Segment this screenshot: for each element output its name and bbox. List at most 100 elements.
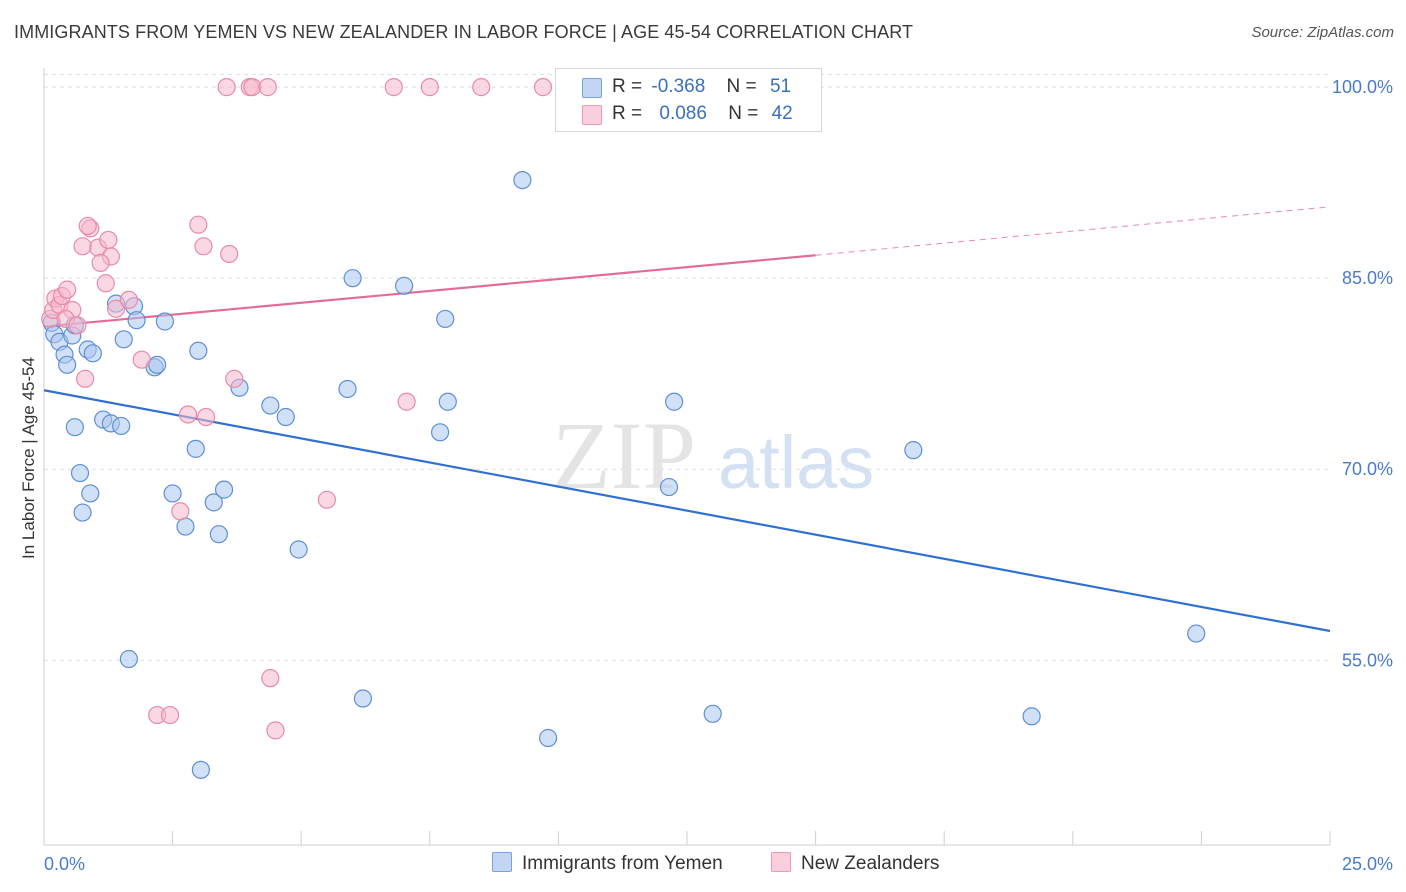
y-tick-label: 100.0%	[1332, 77, 1393, 97]
point-yemen	[513, 170, 532, 190]
point-nz	[119, 290, 138, 309]
point-yemen	[1022, 707, 1041, 726]
point-yemen	[127, 311, 146, 330]
point-yemen	[438, 392, 457, 411]
point-nz	[106, 299, 126, 318]
point-yemen	[338, 379, 357, 399]
point-nz	[258, 78, 277, 97]
point-nz	[91, 253, 110, 272]
trendline-yemen	[43, 389, 1331, 633]
point-yemen	[204, 493, 223, 512]
point-nz	[397, 392, 416, 411]
point-nz	[58, 280, 77, 299]
point-nz	[76, 369, 95, 388]
x-tick-label: 0.0%	[44, 854, 85, 874]
point-yemen	[289, 540, 308, 559]
legend-swatch-blue	[582, 78, 602, 98]
point-nz	[73, 237, 92, 256]
y-tick-label: 85.0%	[1342, 268, 1393, 288]
point-yemen	[186, 439, 205, 458]
legend-r-value: -0.368	[651, 76, 706, 97]
point-yemen	[112, 416, 131, 436]
point-nz	[160, 705, 180, 725]
point-yemen	[83, 344, 102, 363]
source-label: Source: ZipAtlas.com	[1251, 24, 1394, 41]
point-yemen	[214, 480, 234, 499]
point-yemen	[209, 525, 228, 544]
point-nz	[217, 78, 236, 97]
point-nz	[266, 721, 285, 740]
point-yemen	[276, 407, 295, 427]
point-yemen	[119, 649, 138, 669]
gridlines	[44, 73, 1330, 661]
point-yemen	[70, 463, 90, 483]
point-nz	[78, 216, 97, 236]
point-nz	[171, 502, 190, 521]
point-yemen	[539, 728, 558, 748]
point-nz	[68, 316, 87, 335]
axes	[43, 68, 1331, 846]
point-yemen	[114, 330, 133, 349]
point-nz	[261, 669, 280, 688]
point-yemen	[189, 341, 208, 360]
point-yemen	[73, 503, 92, 522]
point-yemen	[261, 396, 280, 415]
point-yemen	[343, 269, 362, 288]
correlation-legend: R = -0.368 N = 51 R = 0.086 N = 42	[555, 68, 822, 132]
y-tick-label: 70.0%	[1342, 459, 1393, 479]
point-yemen	[394, 276, 414, 295]
point-yemen	[58, 355, 77, 374]
point-nz	[243, 78, 262, 97]
point-nz	[96, 274, 115, 293]
point-nz	[189, 215, 208, 234]
legend-r-value: 0.086	[659, 103, 707, 124]
point-nz	[225, 369, 244, 388]
data-points	[41, 78, 1206, 779]
point-nz	[132, 350, 151, 369]
x-tick-label: 25.0%	[1342, 854, 1393, 874]
point-yemen	[665, 392, 684, 411]
point-yemen	[436, 309, 455, 329]
point-yemen	[176, 517, 195, 536]
point-yemen	[659, 477, 679, 497]
point-nz	[472, 78, 491, 97]
chart-title: IMMIGRANTS FROM YEMEN VS NEW ZEALANDER I…	[14, 22, 914, 42]
point-nz	[194, 237, 213, 256]
point-nz	[196, 407, 216, 427]
legend-label-nz: New Zealanders	[801, 853, 940, 874]
trendline-nz	[43, 254, 816, 328]
point-yemen	[430, 423, 450, 442]
point-yemen	[65, 418, 84, 437]
legend-label-yemen: Immigrants from Yemen	[522, 853, 723, 874]
point-nz	[220, 244, 239, 264]
legend-swatch-pink	[771, 852, 791, 872]
point-yemen	[163, 484, 182, 503]
point-yemen	[148, 355, 167, 374]
legend-item-yemen: Immigrants from Yemen	[492, 852, 723, 875]
point-nz	[384, 78, 403, 97]
legend-swatch-blue	[492, 852, 512, 872]
watermark-atlas: atlas	[718, 421, 874, 504]
point-yemen	[1187, 624, 1206, 643]
legend-r-label: R =	[612, 103, 643, 124]
point-yemen	[904, 441, 923, 460]
point-yemen	[703, 704, 722, 723]
point-nz	[420, 78, 439, 97]
legend-item-nz: New Zealanders	[771, 852, 939, 875]
legend-r-label: R =	[612, 76, 643, 97]
point-yemen	[353, 689, 373, 708]
point-nz	[99, 230, 118, 250]
point-nz	[178, 405, 198, 424]
point-nz	[317, 490, 337, 509]
tick-labels: 100.0% 85.0% 70.0% 55.0% 0.0% 25.0%	[44, 77, 1393, 874]
point-yemen	[155, 312, 174, 331]
point-yemen	[81, 484, 100, 503]
watermark: ZIP atlas	[552, 402, 874, 509]
legend-swatch-pink	[582, 105, 602, 125]
legend-n-label: N =	[726, 76, 757, 97]
point-nz	[533, 78, 553, 97]
legend-n-value: 42	[771, 103, 793, 124]
point-yemen	[191, 760, 210, 779]
y-axis-label: In Labor Force | Age 45-54	[19, 357, 38, 559]
